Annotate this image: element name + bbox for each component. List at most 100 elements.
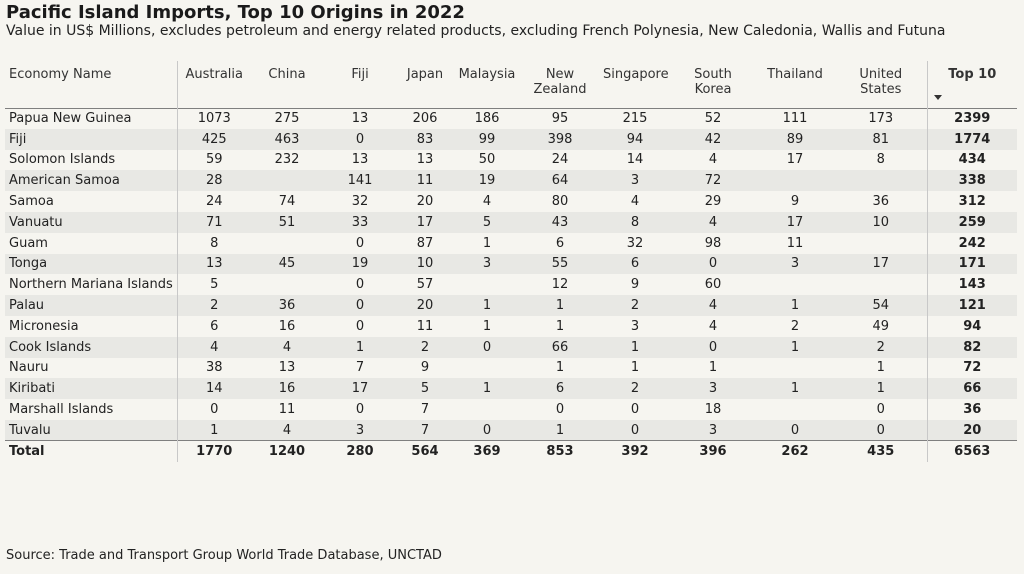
imports-table: Economy Name Australia China Fiji Japan Malay… <box>5 61 1017 462</box>
value-cell: 28 <box>205 173 223 189</box>
economy-name-cell: Marshall Islands <box>5 399 178 420</box>
value-cell: 0 <box>355 235 365 251</box>
value-cell: 94 <box>626 131 644 147</box>
value-cell: 0 <box>708 339 718 355</box>
table-row: American Samoa 28 141 11 19 64 3 72 338 <box>5 170 1017 192</box>
value-cell: 4 <box>708 214 718 230</box>
chart-title: Pacific Island Imports, Top 10 Origins i… <box>6 2 465 23</box>
value-cell: 0 <box>355 298 365 314</box>
column-header[interactable]: Australia <box>185 67 243 82</box>
top10-total-cell: 434 <box>958 152 986 168</box>
total-row: Total 1770 1240 280 564 369 853 392 396 262 435 656… <box>5 440 1017 462</box>
top10-total-cell: 20 <box>963 422 982 438</box>
economy-name-cell: Tonga <box>5 253 178 275</box>
table-row: Marshall Islands 0 11 0 7 0 0 18 0 36 <box>5 399 1017 420</box>
value-cell: 3 <box>708 381 718 397</box>
value-cell: 43 <box>551 214 569 230</box>
value-cell: 0 <box>355 318 365 334</box>
value-cell: 1 <box>482 381 492 397</box>
sort-descending-icon[interactable] <box>933 95 942 100</box>
table-row: Palau 2 36 0 20 1 1 2 4 1 54 121 <box>5 295 1017 316</box>
total-label: Total <box>5 440 178 462</box>
value-cell: 111 <box>782 111 808 127</box>
column-header[interactable]: Economy Name <box>5 61 178 108</box>
value-cell: 12 <box>551 277 569 293</box>
table-body: Papua New Guinea 1073 275 13 206 186 95 215 52 11… <box>5 108 1017 462</box>
value-cell: 0 <box>482 422 492 438</box>
value-cell: 17 <box>786 152 804 168</box>
value-cell: 564 <box>411 443 439 459</box>
value-cell: 13 <box>416 152 434 168</box>
table-row: Fiji 425 463 0 83 99 398 94 42 89 81 1774 <box>5 128 1017 150</box>
value-cell: 9 <box>420 360 430 376</box>
column-header[interactable]: Malaysia <box>458 67 516 82</box>
column-header[interactable]: United States <box>835 61 928 108</box>
column-header[interactable]: Top 10 <box>927 61 1017 108</box>
value-cell: 80 <box>551 194 569 210</box>
economy-name-cell: Nauru <box>5 357 178 379</box>
value-cell: 16 <box>278 381 296 397</box>
value-cell <box>453 274 521 295</box>
table-row: Tonga 13 45 19 10 3 55 6 0 3 17 171 <box>5 253 1017 275</box>
value-cell: 6 <box>210 318 219 334</box>
value-cell: 2 <box>210 298 219 314</box>
column-header[interactable]: Japan <box>406 67 444 82</box>
value-cell: 19 <box>351 256 369 272</box>
table-row: Kiribati 14 16 17 5 1 6 2 3 1 1 66 <box>5 378 1017 400</box>
value-cell: 2 <box>420 339 430 355</box>
value-cell: 2 <box>630 298 640 314</box>
economy-name-cell: Palau <box>5 295 178 316</box>
economy-name-cell: Papua New Guinea <box>5 108 178 129</box>
value-cell: 4 <box>282 422 292 438</box>
value-cell: 9 <box>790 194 800 210</box>
top10-total-cell: 171 <box>958 256 986 272</box>
value-cell: 81 <box>835 128 928 150</box>
value-cell: 206 <box>412 111 438 127</box>
table-header-row: Economy Name Australia China Fiji Japan Malay… <box>5 61 1017 108</box>
top10-total-cell: 2399 <box>954 111 991 127</box>
value-cell: 0 <box>355 402 365 418</box>
column-header[interactable]: New Zealand <box>533 67 587 97</box>
table-row: Papua New Guinea 1073 275 13 206 186 95 215 52 11… <box>5 108 1017 129</box>
table-row: Northern Mariana Islands 5 0 57 12 9 60 143 <box>5 274 1017 296</box>
value-cell: 4 <box>708 318 718 334</box>
value-cell: 215 <box>622 111 648 127</box>
value-cell: 0 <box>355 131 365 147</box>
value-cell: 275 <box>274 111 300 127</box>
value-cell: 1 <box>555 318 565 334</box>
value-cell: 10 <box>835 211 928 233</box>
column-header[interactable]: South Korea <box>694 67 732 97</box>
table-row: Micronesia 6 16 0 11 1 1 3 4 2 49 94 <box>5 315 1017 337</box>
imports-table-container: Economy Name Australia China Fiji Japan Malay… <box>5 61 1017 462</box>
value-cell: 13 <box>351 152 369 168</box>
value-cell: 3 <box>708 422 718 438</box>
value-cell: 425 <box>201 131 227 147</box>
economy-name-cell: Northern Mariana Islands <box>5 274 178 296</box>
value-cell: 14 <box>205 381 223 397</box>
chart-subtitle: Value in US$ Millions, excludes petroleu… <box>6 23 946 39</box>
value-cell: 24 <box>551 152 569 168</box>
value-cell: 1 <box>210 422 219 438</box>
value-cell: 0 <box>555 402 565 418</box>
value-cell: 1 <box>482 298 492 314</box>
value-cell: 0 <box>630 422 640 438</box>
value-cell: 1 <box>555 298 565 314</box>
value-cell: 1 <box>790 298 800 314</box>
value-cell: 3 <box>790 256 800 272</box>
value-cell: 29 <box>704 194 722 210</box>
value-cell: 280 <box>346 443 374 459</box>
value-cell: 10 <box>416 256 434 272</box>
economy-name-cell: American Samoa <box>5 170 178 192</box>
value-cell: 173 <box>835 108 928 129</box>
value-cell: 11 <box>786 235 804 251</box>
value-cell: 4 <box>210 339 219 355</box>
value-cell <box>251 233 323 254</box>
column-header[interactable]: Singapore <box>603 67 669 82</box>
column-header[interactable]: China <box>268 67 306 82</box>
value-cell: 4 <box>482 194 492 210</box>
column-header[interactable]: Thailand <box>767 67 823 82</box>
value-cell: 1 <box>555 422 565 438</box>
value-cell: 1 <box>482 318 492 334</box>
value-cell: 1 <box>835 357 928 379</box>
column-header[interactable]: Fiji <box>351 67 369 82</box>
